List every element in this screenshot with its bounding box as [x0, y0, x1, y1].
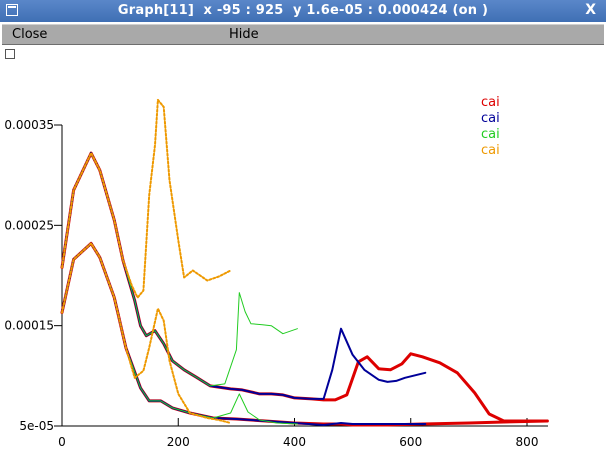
series-line-1 [60, 151, 549, 423]
menu-bar: Close Hide [2, 24, 604, 45]
hide-menu-button[interactable]: Hide [229, 27, 259, 42]
y-tick-label: 5e-05 [19, 419, 54, 433]
legend-entry: cai [481, 111, 500, 126]
x-tick-label: 400 [283, 435, 306, 449]
y-tick-label: 0.00015 [4, 319, 54, 333]
x-tick-label: 600 [399, 435, 422, 449]
graph-checkbox[interactable] [5, 49, 15, 59]
x-tick-label: 200 [167, 435, 190, 449]
y-tick-label: 0.00025 [4, 218, 54, 232]
title-bar[interactable]: Graph[11] x -95 : 925 y 1.6e-05 : 0.0004… [0, 0, 606, 22]
series-line-6 [61, 242, 427, 426]
x-tick-label: 0 [58, 435, 66, 449]
series-line-8 [61, 242, 232, 424]
legend-entry: cai [481, 127, 500, 142]
close-icon[interactable]: X [585, 2, 596, 18]
window-title: Graph[11] x -95 : 925 y 1.6e-05 : 0.0004… [117, 3, 489, 18]
series-line-3 [61, 152, 298, 387]
x-tick-label: 800 [516, 435, 539, 449]
series-line-4 [61, 98, 232, 299]
close-menu-button[interactable]: Close [12, 27, 48, 42]
window-menu-icon[interactable] [6, 4, 18, 16]
legend-entry: cai [481, 95, 500, 110]
legend-entry: cai [481, 143, 500, 158]
y-tick-label: 0.00035 [4, 118, 54, 132]
